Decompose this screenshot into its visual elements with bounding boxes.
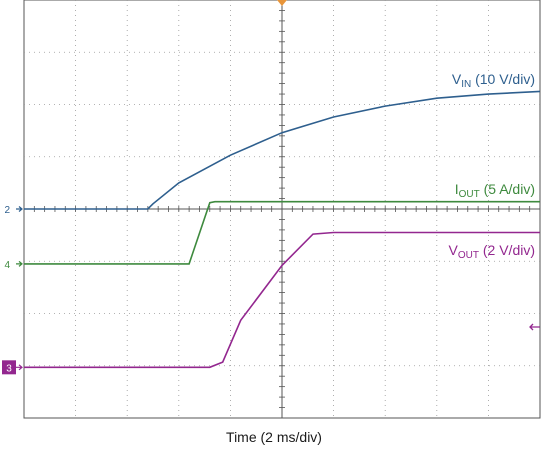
trace-vin: [24, 90, 541, 210]
trace-iout: [24, 200, 540, 265]
channel-marker-arrow: [16, 206, 23, 212]
trace-label: IOUT (5 A/div): [455, 181, 535, 200]
channel-marker-box: [2, 360, 16, 375]
channel-marker-arrow: [16, 260, 23, 267]
channel-markers: 2 4 3: [2, 0, 540, 375]
channel-marker-arrow: [16, 364, 23, 371]
trace-label: VOUT (2 V/div): [449, 242, 535, 261]
channel-marker-label: 2: [4, 205, 10, 216]
channel-marker-label: 3: [6, 363, 12, 374]
channel-marker-label: 4: [4, 260, 10, 271]
trace-vout: [24, 231, 540, 369]
trigger-marker: [277, 0, 287, 6]
x-axis-label: Time (2 ms/div): [226, 429, 322, 445]
reference-arrow-icon: [529, 323, 540, 331]
trace-labels: VIN (10 V/div) IOUT (5 A/div) VOUT (2 V/di…: [449, 71, 535, 261]
waveform-traces: [24, 90, 541, 369]
trace-label: VIN (10 V/div): [452, 71, 535, 90]
